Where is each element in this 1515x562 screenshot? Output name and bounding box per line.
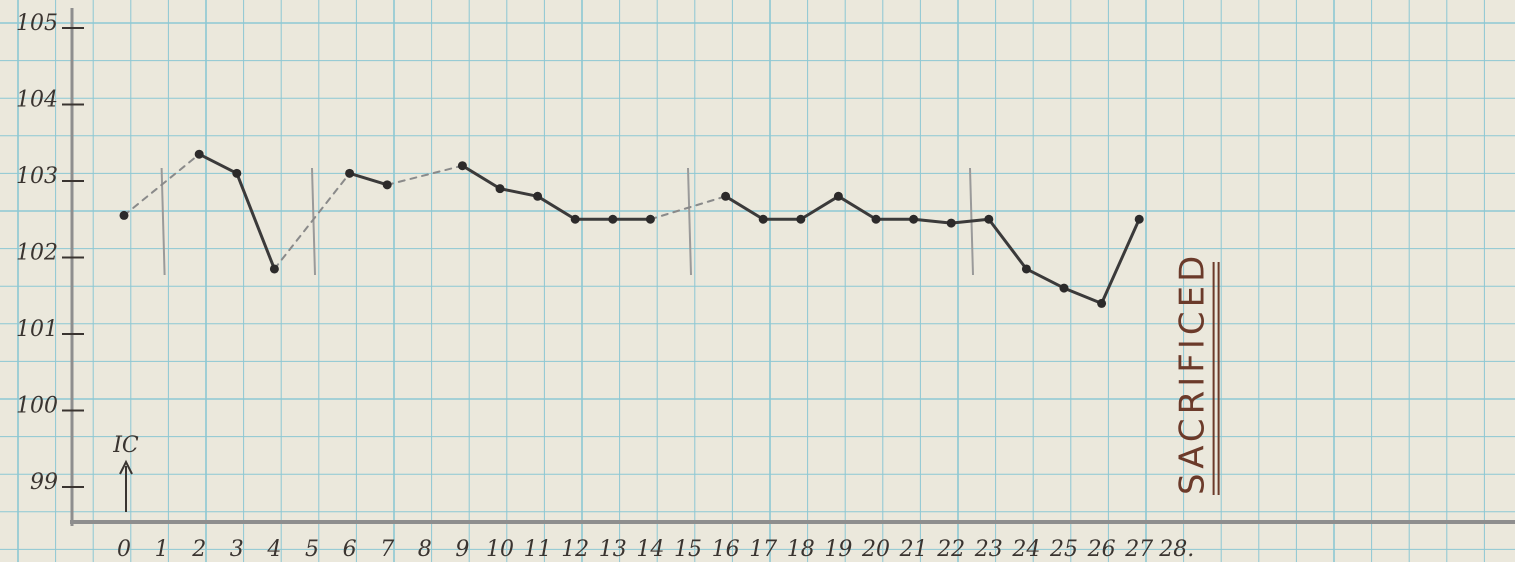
line-segment (1062, 286, 1104, 305)
data-point (758, 214, 768, 224)
x-tick-label: 0 (117, 537, 131, 562)
x-tick-label: 27 (1124, 537, 1153, 562)
data-point (645, 214, 655, 224)
x-tick-label: 20 (861, 537, 890, 562)
data-point (382, 180, 392, 190)
line-segment (1024, 267, 1066, 290)
dashed-segment (123, 153, 201, 217)
y-tick-label: 104 (16, 88, 58, 113)
line-segment (724, 194, 765, 221)
data-point (1021, 264, 1031, 274)
data-point (570, 214, 580, 224)
data-point (232, 168, 242, 178)
data-point (457, 161, 467, 171)
data-point (833, 191, 843, 201)
line-segment (197, 152, 239, 175)
line-segment (799, 194, 840, 221)
ic-label: IC (112, 433, 139, 458)
x-tick-label: 5 (305, 537, 319, 562)
x-tick-label: 19 (824, 537, 852, 562)
data-point (871, 214, 881, 224)
x-tick-label: 23 (974, 537, 1003, 562)
x-tick-label: 2 (191, 537, 206, 562)
vertical-mark (687, 167, 692, 276)
x-tick-label: 25 (1049, 537, 1078, 562)
x-tick-label: 10 (486, 537, 514, 562)
line-segment (1100, 217, 1141, 305)
x-tick-label: 22 (936, 537, 965, 562)
x-tick-label: 17 (749, 537, 777, 562)
line-segment (498, 187, 540, 198)
data-point (796, 214, 806, 224)
sacrificed-label: SACRIFICED (1173, 252, 1213, 495)
data-point (533, 191, 543, 201)
data-point (946, 218, 956, 228)
line-segment (348, 171, 389, 187)
data-point (984, 214, 994, 224)
x-tick-label: 15 (674, 537, 702, 562)
dashed-segment (273, 172, 351, 270)
x-tick-label: 8 (418, 537, 432, 562)
x-tick-label: 4 (266, 537, 281, 562)
data-point (1134, 214, 1144, 224)
x-tick-label: 28. (1158, 537, 1194, 562)
x-tick-label: 13 (599, 537, 627, 562)
data-point (269, 264, 279, 274)
ic-arrow-head (119, 459, 133, 475)
x-tick-label: 11 (524, 537, 552, 562)
vertical-mark (160, 167, 166, 276)
y-tick-label: 99 (30, 470, 58, 495)
data-point (608, 214, 618, 224)
x-tick-label: 18 (787, 537, 815, 562)
dashed-segment (649, 195, 727, 221)
x-tick-label: 9 (455, 537, 469, 562)
x-tick-label: 6 (343, 537, 357, 562)
data-point (345, 168, 355, 178)
data-point (1097, 298, 1107, 308)
y-tick-label: 101 (16, 317, 58, 342)
data-point (119, 210, 129, 220)
line-segment (536, 194, 577, 221)
line-segment (836, 194, 878, 221)
data-point (909, 214, 919, 224)
x-tick-label: 12 (561, 537, 589, 562)
x-tick-label: 24 (1011, 537, 1040, 562)
x-tick-label: 1 (155, 537, 169, 562)
x-tick-label: 7 (380, 537, 394, 562)
x-tick-label: 14 (636, 537, 664, 562)
y-tick-label: 100 (16, 394, 58, 419)
data-point (194, 149, 204, 159)
x-tick-label: 3 (230, 537, 244, 562)
data-point (495, 184, 505, 194)
line-segment (460, 164, 502, 191)
vertical-mark (311, 167, 316, 276)
data-point (1059, 283, 1069, 293)
y-tick-label: 105 (16, 11, 58, 36)
dashed-segment (386, 164, 464, 186)
line-segment (987, 217, 1028, 271)
line-segment (912, 217, 953, 225)
y-tick-label: 102 (16, 241, 58, 266)
x-tick-label: 21 (899, 537, 928, 562)
data-point (721, 191, 731, 201)
line-segment (235, 171, 276, 271)
line-segment (949, 217, 991, 225)
y-tick-label: 103 (16, 164, 58, 189)
x-tick-label: 26 (1087, 537, 1116, 562)
x-tick-label: 16 (712, 537, 740, 562)
